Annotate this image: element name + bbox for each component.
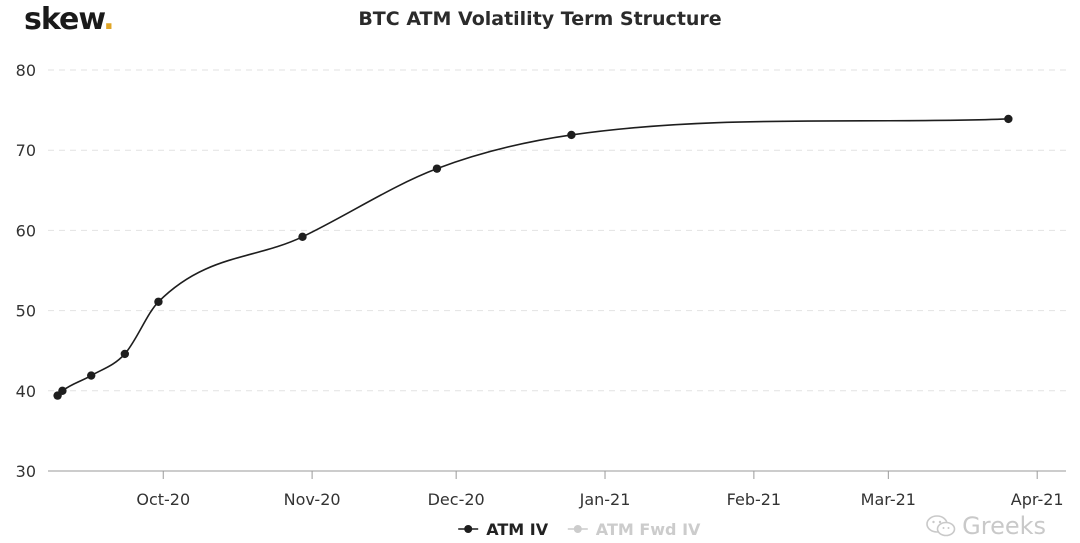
y-tick-label: 40: [16, 382, 36, 401]
gridlines: [48, 69, 1066, 392]
legend-item[interactable]: ATM Fwd IV: [567, 520, 701, 539]
brand-dot: .: [103, 2, 114, 37]
y-tick-label: 70: [16, 141, 36, 160]
y-tick-label: 50: [16, 302, 36, 321]
legend-marker: [464, 525, 473, 533]
data-point[interactable]: [298, 232, 307, 242]
x-tick-label: Feb-21: [727, 490, 781, 509]
chart-title: BTC ATM Volatility Term Structure: [358, 8, 722, 30]
data-point[interactable]: [58, 386, 67, 395]
legend-label: ATM IV: [486, 520, 549, 539]
watermark-text: Greeks: [962, 512, 1046, 540]
brand-name: skew: [24, 2, 104, 37]
data-point[interactable]: [1004, 114, 1013, 124]
legend-marker: [573, 525, 582, 533]
watermark: Greeks: [926, 512, 1046, 540]
data-point[interactable]: [87, 371, 96, 380]
y-tick-label: 60: [16, 221, 36, 240]
x-tick-label: Jan-21: [579, 490, 631, 509]
x-tick-label: Mar-21: [861, 490, 916, 509]
x-tick-label: Nov-20: [284, 490, 341, 509]
y-tick-label: 80: [16, 61, 36, 80]
data-point[interactable]: [567, 130, 576, 140]
axes: 30 40 50 60 70 80 Oct-20 Nov-20 Dec-20 Jan-21 Feb-…: [16, 61, 1066, 509]
legend[interactable]: ATM IV ATM Fwd IV: [458, 520, 701, 539]
x-tick-label: Oct-20: [136, 490, 190, 509]
data-point[interactable]: [120, 349, 130, 359]
y-tick-label: 30: [16, 462, 36, 481]
legend-item[interactable]: ATM IV: [458, 520, 549, 539]
data-point[interactable]: [154, 297, 163, 306]
legend-label: ATM Fwd IV: [596, 520, 701, 539]
series-layer: [53, 114, 1013, 400]
wechat-icon: [926, 515, 956, 537]
series-line-atm-iv: [57, 118, 1009, 397]
data-point[interactable]: [432, 164, 442, 173]
brand-logo: skew.: [24, 2, 115, 37]
x-tick-label: Apr-21: [1011, 490, 1064, 509]
x-tick-label: Dec-20: [428, 490, 485, 509]
